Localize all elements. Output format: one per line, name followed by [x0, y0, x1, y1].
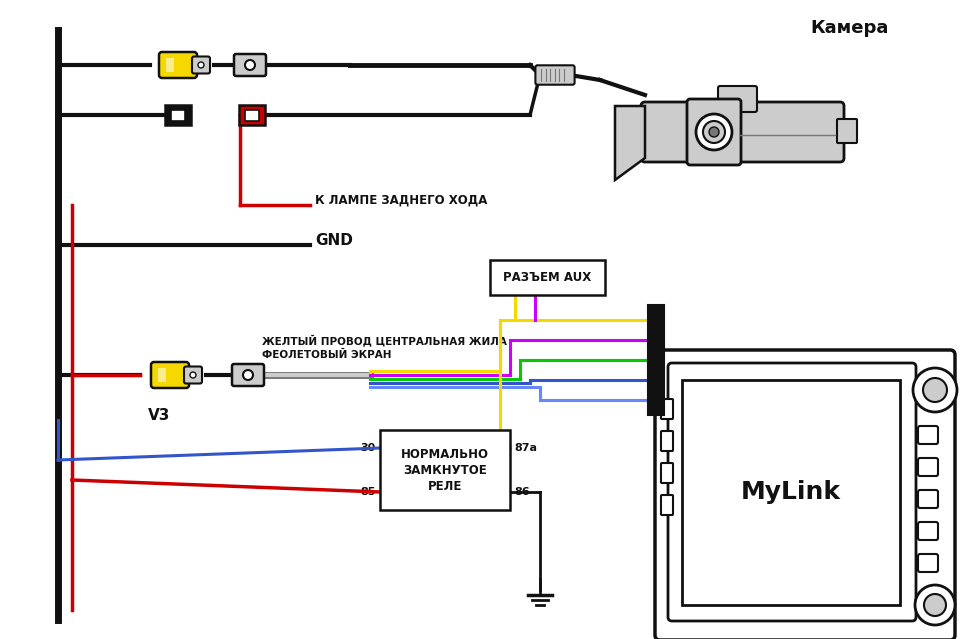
Text: Камера: Камера: [811, 19, 889, 37]
FancyBboxPatch shape: [192, 56, 210, 73]
Text: К ЛАМПЕ ЗАДНЕГО ХОДА: К ЛАМПЕ ЗАДНЕГО ХОДА: [315, 194, 488, 206]
Bar: [245, 109, 259, 121]
FancyBboxPatch shape: [918, 490, 938, 508]
Bar: [490, 260, 605, 295]
Circle shape: [915, 585, 955, 625]
Circle shape: [924, 594, 946, 616]
FancyBboxPatch shape: [239, 105, 265, 125]
Circle shape: [198, 62, 204, 68]
FancyBboxPatch shape: [641, 102, 844, 162]
FancyBboxPatch shape: [661, 463, 673, 483]
Text: MyLink: MyLink: [741, 481, 841, 505]
Circle shape: [190, 372, 196, 378]
Text: НОРМАЛЬНО
ЗАМКНУТОЕ
РЕЛЕ: НОРМАЛЬНО ЗАМКНУТОЕ РЕЛЕ: [401, 447, 489, 493]
Polygon shape: [615, 106, 645, 180]
Text: 87а: 87а: [514, 443, 537, 453]
Circle shape: [243, 370, 253, 380]
Text: 86: 86: [514, 487, 530, 497]
FancyBboxPatch shape: [661, 431, 673, 451]
Text: ЖЕЛТЫЙ ПРОВОД ЦЕНТРАЛЬНАЯ ЖИЛА: ЖЕЛТЫЙ ПРОВОД ЦЕНТРАЛЬНАЯ ЖИЛА: [262, 334, 507, 346]
Circle shape: [913, 368, 957, 412]
FancyBboxPatch shape: [234, 54, 266, 76]
FancyBboxPatch shape: [165, 105, 191, 125]
Circle shape: [709, 127, 719, 137]
Bar: [158, 368, 166, 382]
FancyBboxPatch shape: [718, 86, 757, 112]
FancyBboxPatch shape: [184, 367, 202, 383]
FancyBboxPatch shape: [151, 362, 189, 388]
Text: 85: 85: [361, 487, 376, 497]
Bar: [380, 430, 510, 510]
Text: 30: 30: [361, 443, 376, 453]
FancyBboxPatch shape: [661, 495, 673, 515]
FancyBboxPatch shape: [687, 99, 741, 165]
Circle shape: [703, 121, 725, 143]
FancyBboxPatch shape: [918, 554, 938, 572]
FancyBboxPatch shape: [837, 119, 857, 143]
Text: РАЗЪЕМ AUX: РАЗЪЕМ AUX: [503, 271, 591, 284]
FancyBboxPatch shape: [159, 52, 197, 78]
Circle shape: [696, 114, 732, 150]
Text: V3: V3: [148, 408, 170, 422]
Bar: [648, 305, 664, 415]
FancyBboxPatch shape: [918, 522, 938, 540]
FancyBboxPatch shape: [655, 350, 955, 639]
FancyBboxPatch shape: [918, 458, 938, 476]
Bar: [166, 58, 174, 72]
Bar: [171, 109, 185, 121]
FancyBboxPatch shape: [668, 363, 916, 621]
FancyBboxPatch shape: [661, 399, 673, 419]
Text: ФЕОЛЕТОВЫЙ ЭКРАН: ФЕОЛЕТОВЫЙ ЭКРАН: [262, 350, 392, 360]
Circle shape: [923, 378, 947, 402]
Bar: [682, 380, 900, 605]
FancyBboxPatch shape: [918, 426, 938, 444]
FancyBboxPatch shape: [232, 364, 264, 386]
Circle shape: [245, 60, 255, 70]
Text: GND: GND: [315, 233, 353, 247]
FancyBboxPatch shape: [536, 65, 575, 85]
